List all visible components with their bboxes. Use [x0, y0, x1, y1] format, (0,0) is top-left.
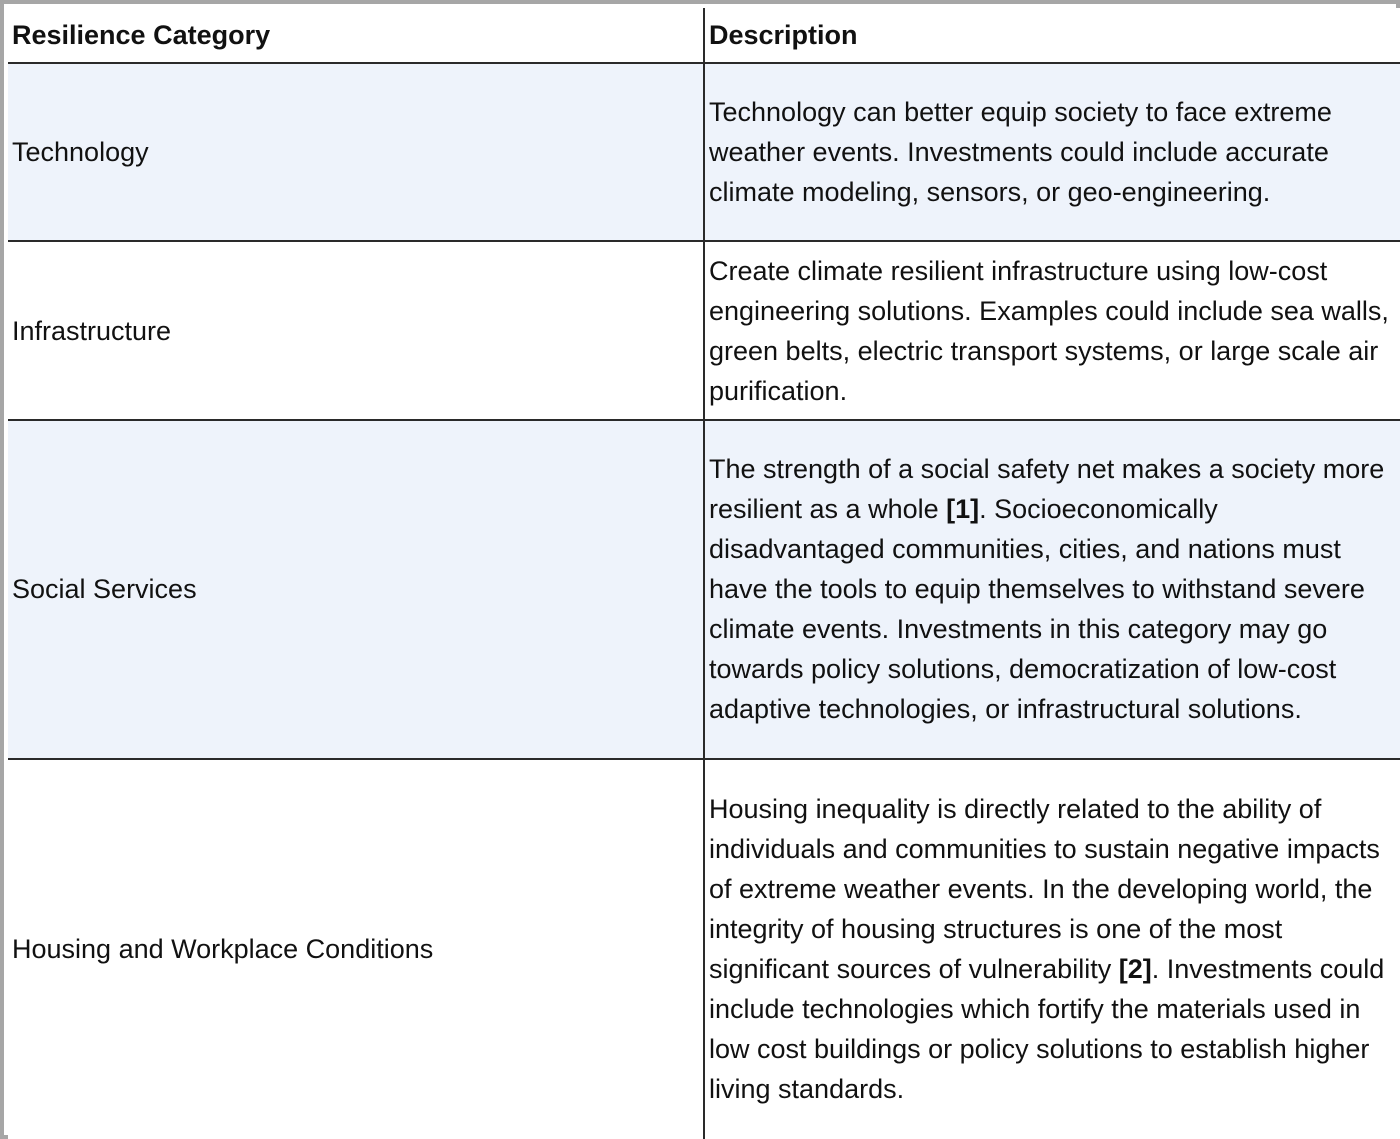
reference-marker: [1]	[946, 494, 980, 525]
table-row: Technology Technology can better equip s…	[8, 61, 1400, 243]
header-description: Description	[703, 8, 1400, 64]
description-cell: Create climate resilient infrastructure …	[703, 240, 1400, 422]
reference-marker: [2]	[1118, 954, 1152, 985]
description-text: Housing inequality is directly related t…	[709, 794, 1380, 985]
description-cell: Housing inequality is directly related t…	[703, 757, 1400, 1139]
description-text: . Socioeconomically disadvantaged commun…	[709, 494, 1365, 725]
category-cell: Housing and Workplace Conditions	[8, 757, 705, 1139]
description-text: The strength of a social safety net make…	[709, 454, 1385, 525]
header-category: Resilience Category	[8, 8, 705, 64]
resilience-table: Resilience Category Description Technolo…	[8, 8, 1400, 1139]
header-row: Resilience Category Description	[8, 8, 1400, 64]
table-row: Infrastructure Create climate resilient …	[8, 240, 1400, 422]
table-row: Housing and Workplace Conditions Housing…	[8, 757, 1400, 1139]
description-cell: The strength of a social safety net make…	[703, 419, 1400, 760]
category-cell: Technology	[8, 61, 705, 243]
table-row: Social Services The strength of a social…	[8, 419, 1400, 760]
description-text: . Investments could include technologies…	[709, 954, 1385, 1105]
description-cell: Technology can better equip society to f…	[703, 61, 1400, 243]
category-cell: Infrastructure	[8, 240, 705, 422]
category-cell: Social Services	[8, 419, 705, 760]
